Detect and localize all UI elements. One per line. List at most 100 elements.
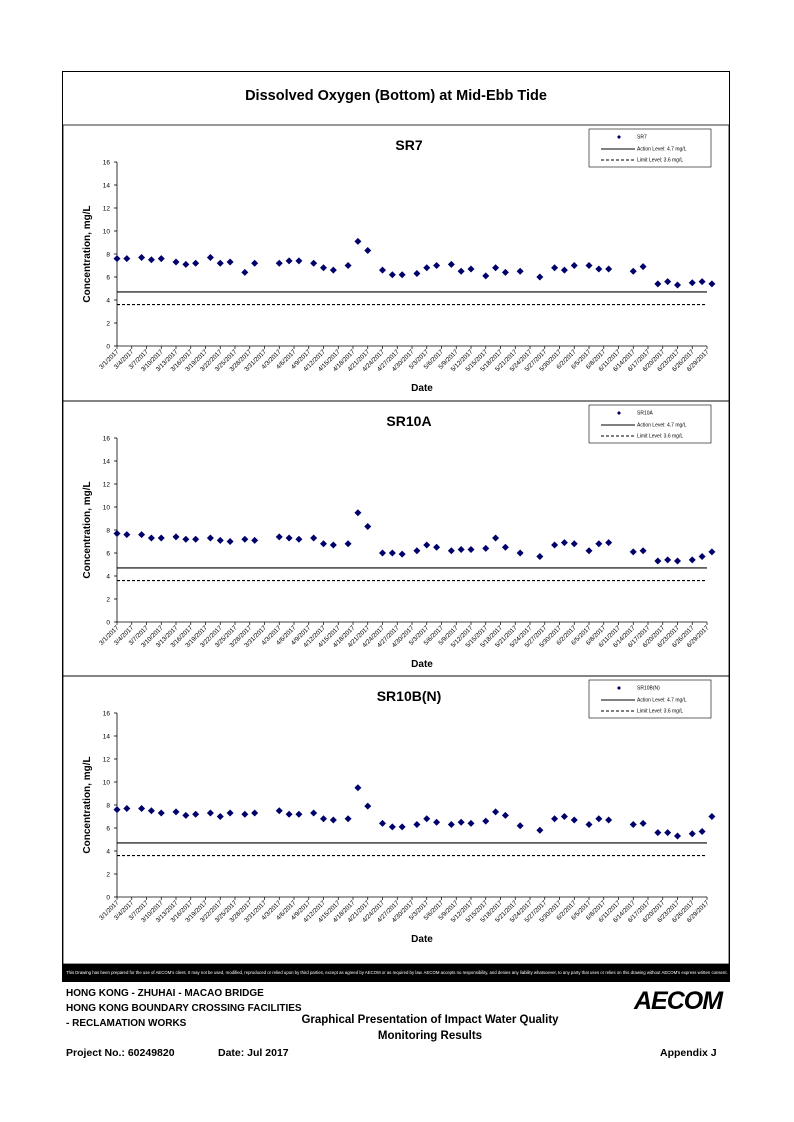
data-point [157, 534, 165, 542]
data-point [310, 259, 318, 267]
legend-entry: SR10B(N) [637, 686, 660, 692]
chart-title: SR10A [386, 413, 431, 429]
data-point [639, 263, 647, 271]
data-point [388, 271, 396, 279]
data-point [501, 268, 509, 276]
data-point [570, 816, 578, 824]
y-tick-label: 2 [106, 596, 110, 603]
data-point [354, 784, 362, 792]
data-point [492, 534, 500, 542]
data-point [216, 813, 224, 820]
data-point [708, 548, 716, 556]
data-point [285, 534, 293, 542]
data-point [560, 813, 568, 820]
data-point [629, 548, 637, 556]
data-point [379, 819, 386, 827]
aecom-logo-text: AECOM [633, 987, 724, 1014]
legend-entry: Limit Level: 3.6 mg/L [637, 709, 683, 715]
y-tick-label: 8 [106, 251, 110, 258]
data-point [398, 271, 406, 279]
data-point [147, 807, 155, 815]
data-point [226, 809, 234, 817]
data-point [457, 546, 465, 554]
legend-entry: Action Level: 4.7 mg/L [637, 698, 687, 704]
data-point [320, 815, 327, 823]
data-point [413, 270, 421, 278]
data-point [595, 815, 603, 823]
aecom-logo: AECOM [633, 987, 724, 1014]
data-point [354, 509, 362, 517]
data-point [285, 810, 293, 818]
data-point [560, 266, 568, 274]
data-point [138, 531, 146, 539]
data-point [664, 829, 672, 837]
data-point [379, 266, 386, 274]
data-point [467, 546, 475, 554]
data-point [698, 278, 706, 286]
data-point [551, 541, 559, 549]
data-point [605, 265, 613, 273]
footer-line2: HONG KONG BOUNDARY CROSSING FACILITIES [66, 1003, 302, 1014]
data-point [560, 539, 568, 547]
data-point [551, 815, 559, 823]
y-tick-label: 12 [103, 756, 111, 763]
data-point [433, 543, 441, 551]
data-point [688, 556, 696, 564]
data-point [275, 259, 283, 267]
data-point [344, 815, 352, 823]
data-point [605, 816, 613, 824]
data-point [447, 821, 455, 829]
data-point [320, 540, 327, 548]
legend-box [588, 404, 712, 444]
data-point [310, 534, 318, 542]
data-point [251, 809, 259, 817]
chart-panel-3: SR10B(N) 0 2 4 6 8 10 12 14 16 Concentration, mg/L… [62, 675, 730, 965]
legend-marker [617, 135, 621, 139]
data-point [674, 281, 681, 289]
data-point [182, 811, 190, 819]
legend-marker [617, 411, 621, 415]
data-point [457, 267, 465, 275]
chart-title: SR10B(N) [377, 688, 442, 704]
data-point [251, 259, 259, 267]
y-tick-label: 0 [106, 894, 110, 901]
legend-entry: Limit Level: 3.6 mg/L [637, 158, 683, 164]
data-point [182, 260, 190, 268]
data-point [241, 535, 249, 543]
data-point [344, 540, 352, 548]
data-point [329, 541, 337, 549]
y-tick-label: 14 [103, 733, 111, 740]
data-point [113, 529, 121, 537]
y-tick-label: 10 [103, 504, 111, 511]
data-point [492, 808, 500, 816]
data-point [551, 264, 559, 272]
y-tick-label: 16 [103, 159, 111, 166]
data-point [147, 256, 155, 264]
y-tick-label: 6 [106, 550, 110, 557]
data-point [216, 536, 224, 544]
legend-box [588, 128, 712, 168]
legend-entry: Action Level: 4.7 mg/L [637, 147, 687, 153]
y-tick-label: 14 [103, 458, 111, 465]
data-point [275, 533, 283, 541]
legend-box [588, 679, 712, 719]
data-point [157, 809, 165, 817]
data-point [698, 552, 706, 560]
data-point [492, 264, 500, 272]
data-point [172, 808, 180, 816]
data-point [674, 832, 681, 840]
data-point [664, 556, 672, 564]
data-point [241, 268, 249, 276]
y-axis-label: Concentration, mg/L [82, 756, 93, 853]
data-point [585, 547, 593, 555]
data-point [585, 821, 593, 829]
data-point [216, 259, 224, 267]
data-point [433, 262, 441, 269]
data-point [182, 535, 190, 543]
data-point [570, 262, 578, 269]
data-point [147, 534, 155, 542]
data-point [447, 260, 455, 268]
